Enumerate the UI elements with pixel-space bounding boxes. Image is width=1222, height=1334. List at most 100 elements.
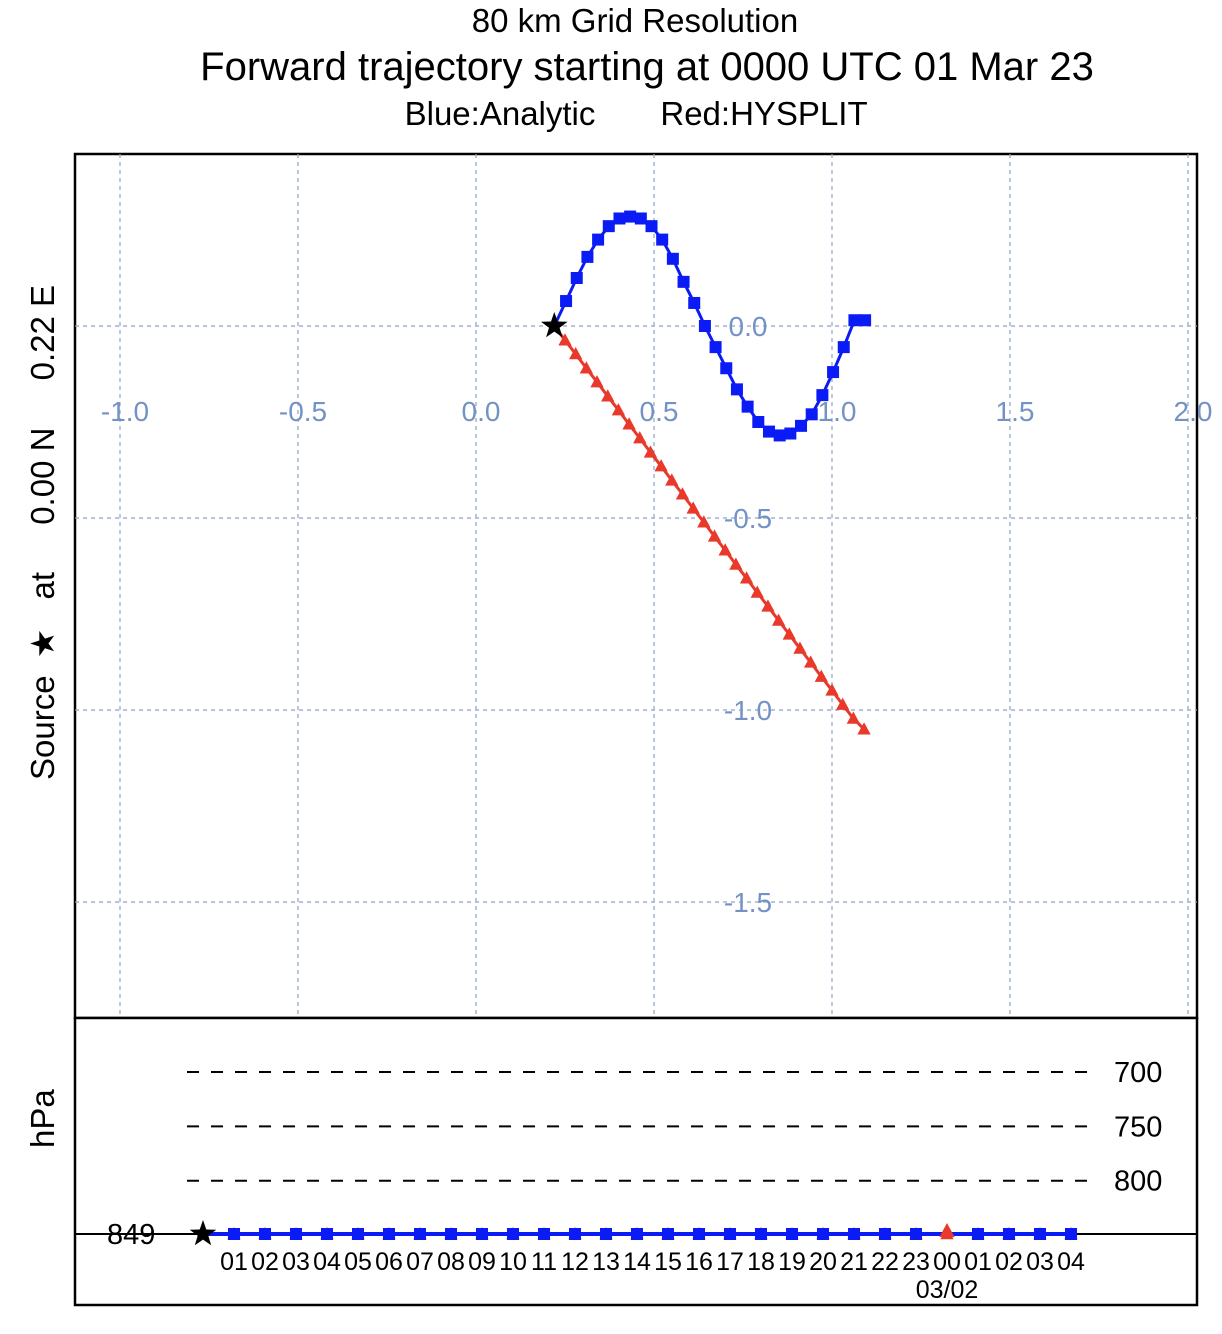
hysplit-point bbox=[729, 557, 743, 570]
side-label-at: at bbox=[24, 572, 61, 600]
hysplit-point bbox=[857, 722, 871, 735]
hour-tick-label: 04 bbox=[313, 1248, 341, 1276]
profile-analytic-point bbox=[538, 1228, 550, 1240]
source-star-icon bbox=[541, 312, 568, 338]
map-x-tick-label: 0.0 bbox=[462, 396, 501, 427]
hour-tick-label: 01 bbox=[220, 1248, 248, 1276]
analytic-point bbox=[816, 389, 829, 402]
analytic-point bbox=[666, 252, 679, 265]
profile-analytic-point bbox=[910, 1228, 922, 1240]
pressure-level-label: 800 bbox=[1114, 1166, 1162, 1198]
analytic-point bbox=[677, 275, 690, 288]
date-label: 03/02 bbox=[916, 1276, 979, 1304]
hysplit-point bbox=[569, 347, 583, 360]
profile-analytic-point bbox=[755, 1228, 767, 1240]
profile-analytic-point bbox=[1065, 1228, 1077, 1240]
profile-panel-frame bbox=[73, 1016, 1199, 1307]
hysplit-point bbox=[707, 529, 722, 542]
map-x-tick-label: -0.5 bbox=[279, 396, 327, 427]
hour-tick-label: 02 bbox=[995, 1248, 1023, 1276]
hysplit-point bbox=[654, 459, 668, 472]
analytic-point bbox=[613, 212, 626, 225]
hysplit-point bbox=[697, 515, 711, 528]
side-label-lon: 0.22 E bbox=[24, 285, 61, 380]
hysplit-point bbox=[825, 683, 839, 696]
hysplit-point bbox=[643, 445, 658, 458]
map-y-tick-label: 0.0 bbox=[729, 311, 768, 342]
hour-tick-label: 00 bbox=[933, 1248, 961, 1276]
chart-legend-hysplit: Red:HYSPLIT bbox=[660, 95, 867, 132]
hour-tick-label: 18 bbox=[747, 1248, 775, 1276]
hysplit-point bbox=[750, 585, 764, 598]
map-x-tick-label: 1.0 bbox=[818, 396, 857, 427]
chart-legend-analytic: Blue:Analytic bbox=[405, 95, 596, 132]
profile-analytic-point bbox=[414, 1228, 426, 1240]
analytic-point bbox=[827, 366, 840, 379]
profile-analytic-point bbox=[786, 1228, 798, 1240]
map-x-tick-label: 2.0 bbox=[1174, 396, 1213, 427]
hysplit-point bbox=[675, 487, 690, 500]
map-y-tick-label: -1.5 bbox=[724, 887, 772, 918]
profile-analytic-point bbox=[445, 1228, 457, 1240]
analytic-point bbox=[762, 425, 775, 438]
analytic-point bbox=[795, 419, 808, 432]
hour-tick-label: 07 bbox=[406, 1248, 434, 1276]
hysplit-point bbox=[718, 543, 732, 556]
hysplit-point bbox=[846, 711, 861, 724]
profile-analytic-point bbox=[972, 1228, 984, 1240]
analytic-point bbox=[634, 212, 647, 225]
hour-tick-label: 15 bbox=[654, 1248, 682, 1276]
hour-tick-label: 19 bbox=[778, 1248, 806, 1276]
profile-analytic-point bbox=[631, 1228, 643, 1240]
analytic-point bbox=[720, 362, 733, 375]
hysplit-point bbox=[590, 375, 604, 388]
map-x-tick-label: 0.5 bbox=[640, 396, 679, 427]
profile-analytic-point bbox=[724, 1228, 736, 1240]
hour-tick-label: 21 bbox=[840, 1248, 868, 1276]
map-grid: -1.0 -0.5 0.0 0.5 1.0 1.5 2.0 0.0 -0.5 -1.0 -1.5 bbox=[75, 154, 1212, 1018]
profile-y-axis-label: hPa bbox=[24, 1089, 61, 1148]
analytic-point bbox=[848, 314, 861, 327]
hysplit-point bbox=[793, 641, 807, 654]
profile-analytic-point bbox=[228, 1228, 240, 1240]
chart-title-resolution: 80 km Grid Resolution bbox=[472, 2, 798, 39]
analytic-point bbox=[752, 416, 765, 428]
side-label-star-icon: ★ bbox=[24, 629, 61, 659]
profile-source-star-icon bbox=[189, 1220, 217, 1246]
hysplit-point bbox=[771, 613, 786, 626]
profile-analytic-point bbox=[383, 1228, 395, 1240]
hour-tick-label: 14 bbox=[623, 1248, 651, 1276]
profile-analytic-point bbox=[352, 1228, 364, 1240]
hysplit-point bbox=[782, 627, 796, 640]
hour-tick-label: 03 bbox=[1026, 1248, 1054, 1276]
hour-tick-label: 16 bbox=[685, 1248, 713, 1276]
hour-tick-label: 10 bbox=[499, 1248, 527, 1276]
profile-analytic-point bbox=[507, 1228, 519, 1240]
hysplit-point bbox=[803, 655, 818, 668]
profile-analytic-point bbox=[662, 1228, 674, 1240]
analytic-point bbox=[709, 341, 722, 354]
hysplit-point bbox=[622, 417, 636, 430]
hour-tick-label: 17 bbox=[716, 1248, 744, 1276]
map-x-tick-label: 1.5 bbox=[996, 396, 1035, 427]
hysplit-point bbox=[739, 571, 754, 584]
profile-analytic-point bbox=[290, 1228, 302, 1240]
analytic-point bbox=[859, 314, 872, 327]
profile-analytic-point bbox=[693, 1228, 705, 1240]
hysplit-point bbox=[836, 697, 850, 710]
hysplit-point bbox=[686, 501, 700, 514]
profile-analytic-point bbox=[1003, 1228, 1015, 1240]
pressure-level-label: 700 bbox=[1114, 1057, 1162, 1089]
profile-analytic-point bbox=[321, 1228, 333, 1240]
map-y-tick-label: -0.5 bbox=[724, 503, 772, 534]
hour-tick-label: 22 bbox=[871, 1248, 899, 1276]
analytic-point bbox=[560, 295, 573, 308]
hour-tick-label: 20 bbox=[809, 1248, 837, 1276]
analytic-point bbox=[688, 296, 701, 309]
analytic-point bbox=[624, 210, 637, 223]
hour-tick-label: 23 bbox=[902, 1248, 930, 1276]
side-label-lat: 0.00 N bbox=[24, 428, 61, 525]
analytic-point bbox=[570, 272, 583, 284]
